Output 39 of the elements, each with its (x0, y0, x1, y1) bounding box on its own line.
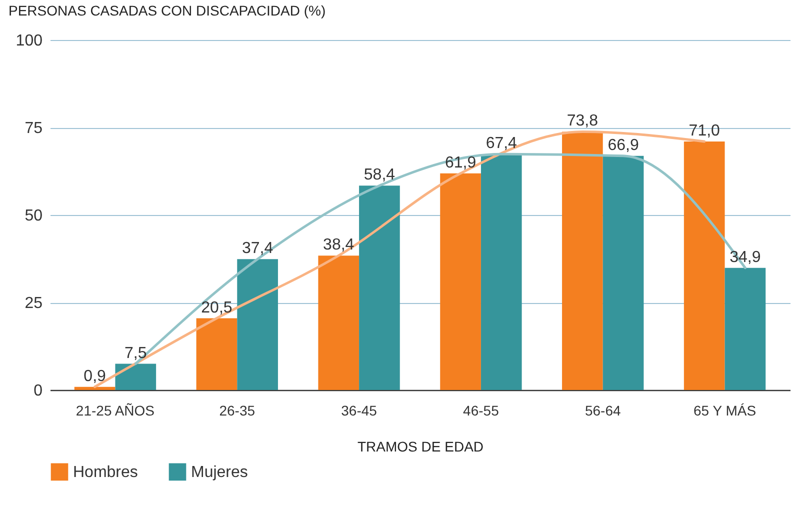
y-axis-title: PERSONAS CASADAS CON DISCAPACIDAD (%) (8, 2, 326, 18)
bar (115, 364, 156, 390)
bar (480, 154, 522, 390)
x-tick-label: 21-25 AÑOS (76, 402, 155, 418)
bar (684, 142, 725, 390)
data-label: 66,9 (608, 136, 639, 154)
bar (562, 132, 603, 390)
data-label: 0,9 (84, 368, 106, 385)
data-label: 58,4 (364, 166, 396, 184)
data-label: 34,9 (730, 248, 761, 266)
y-tick-label: 100 (16, 32, 43, 50)
bar (196, 318, 238, 390)
data-label: 73,8 (566, 112, 598, 130)
y-tick-label: 75 (24, 120, 43, 137)
bar (318, 256, 360, 390)
y-tick-label: 25 (24, 295, 43, 312)
legend-label: Hombres (73, 464, 138, 481)
bar (237, 259, 278, 390)
bar (724, 268, 766, 390)
data-label: 20,5 (201, 299, 232, 316)
x-tick-label: 36-45 (341, 402, 378, 418)
data-label: 61,9 (444, 154, 476, 172)
bar (74, 386, 116, 390)
legend-label: Mujeres (191, 464, 248, 481)
y-tick-label: 50 (24, 208, 43, 224)
data-label: 37,4 (242, 240, 274, 258)
data-label: 67,4 (486, 135, 518, 152)
x-axis-title: TRAMOS DE EDAD (357, 438, 484, 454)
y-tick-label: 0 (34, 382, 43, 400)
x-tick-label: 56-64 (584, 402, 621, 418)
data-label: 38,4 (323, 236, 354, 254)
x-tick-label: 65 Y MÁS (694, 402, 756, 418)
data-label: 71,0 (688, 122, 720, 140)
bar (440, 173, 481, 390)
bar (602, 156, 644, 390)
bar (359, 186, 400, 390)
data-label: 7,5 (124, 344, 147, 362)
x-tick-label: 26-35 (219, 402, 256, 418)
x-tick-label: 46-55 (463, 402, 500, 418)
